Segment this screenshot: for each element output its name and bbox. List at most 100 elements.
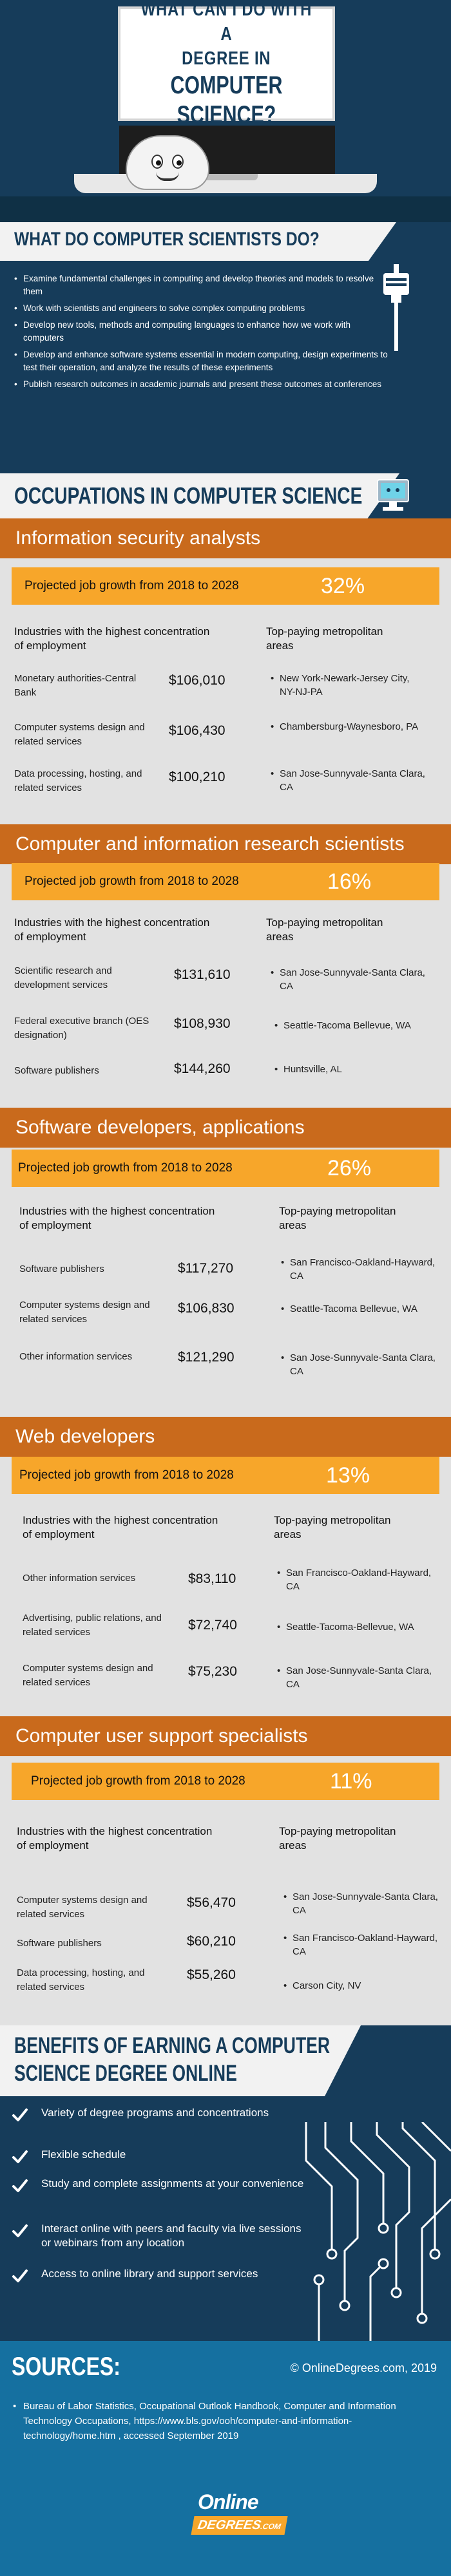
salary-cell: $56,470: [187, 1895, 236, 1910]
metro-header: Top-paying metropolitan areas: [274, 1514, 391, 1540]
metro-cell: Seattle-Tacoma Bellevue, WA: [281, 1302, 438, 1316]
mascot-smile: [156, 172, 179, 181]
logo-top-text: Online: [198, 2490, 259, 2514]
industry-cell: Scientific research and development serv…: [14, 965, 112, 990]
industry-cell: Other information services: [23, 1573, 136, 1584]
mouse-mascot-icon: [126, 135, 209, 190]
metro-cell: Huntsville, AL: [274, 1063, 432, 1076]
industry-cell: Computer systems design and related serv…: [23, 1663, 153, 1688]
list-item: Examine fundamental challenges in comput…: [14, 272, 388, 298]
checkmark-icon: [12, 2269, 28, 2282]
copyright-text: © OnlineDegrees.com, 2019: [290, 2362, 437, 2374]
metro-cell: Seattle-Tacoma-Bellevue, WA: [277, 1620, 441, 1634]
what-do-list: Examine fundamental challenges in comput…: [14, 272, 388, 395]
growth-percent: 32%: [321, 573, 365, 598]
salary-cell: $108,930: [174, 1016, 231, 1031]
occupation-title: Information security analysts: [0, 518, 451, 558]
industry-cell: Computer systems design and related serv…: [19, 1300, 150, 1325]
occupation-title: Web developers: [0, 1417, 451, 1457]
metro-cell: Chambersburg-Waynesboro, PA: [271, 720, 428, 734]
checkmark-icon: [12, 2179, 28, 2192]
benefit-text: Study and complete assignments at your c…: [41, 2177, 304, 2190]
metro-header: Top-paying metropolitan areas: [279, 1205, 396, 1231]
growth-bar: Projected job growth from 2018 to 2028 2…: [12, 1150, 439, 1187]
sources-section: SOURCES: © OnlineDegrees.com, 2019 Burea…: [0, 2341, 451, 2576]
benefits-section: BENEFITS OF EARNING A COMPUTER SCIENCE D…: [0, 2025, 451, 2341]
salary-cell: $75,230: [188, 1664, 237, 1679]
logo-bottom-text: DEGREES: [197, 2518, 262, 2532]
benefits-heading-line1: BENEFITS OF EARNING A COMPUTER: [14, 2033, 331, 2058]
benefits-band: BENEFITS OF EARNING A COMPUTER SCIENCE D…: [0, 2025, 361, 2096]
hero-bottom-strip: [0, 196, 451, 222]
what-do-section: WHAT DO COMPUTER SCIENTISTS DO? Examine …: [0, 222, 451, 473]
industry-cell: Other information services: [19, 1351, 133, 1362]
growth-bar: Projected job growth from 2018 to 2028 1…: [12, 1763, 439, 1800]
salary-cell: $60,210: [187, 1934, 236, 1949]
what-do-band: WHAT DO COMPUTER SCIENTISTS DO?: [0, 222, 396, 261]
source-citation[interactable]: Bureau of Labor Statistics, Occupational…: [13, 2399, 432, 2443]
salary-cell: $131,610: [174, 967, 231, 982]
metro-cell: San Jose-Sunnyvale-Santa Clara, CA: [271, 767, 428, 794]
metro-cell: San Francisco-Oakland-Hayward, CA: [277, 1566, 434, 1593]
occupation-section-security: Information security analysts Projected …: [0, 518, 451, 795]
onlinedegrees-logo[interactable]: Online DEGREES.COM: [190, 2484, 288, 2548]
occupation-section-software: Software developers, applications Projec…: [0, 1108, 451, 1404]
laptop-lip: [193, 174, 258, 180]
industry-cell: Software publishers: [17, 1938, 102, 1949]
metro-cell: San Jose-Sunnyvale-Santa Clara, CA: [277, 1664, 434, 1691]
industry-cell: Federal executive branch (OES designatio…: [14, 1016, 149, 1041]
industries-header: Industries with the highest concentratio…: [23, 1514, 218, 1540]
growth-label: Projected job growth from 2018 to 2028: [18, 1161, 233, 1175]
occupation-title: Computer user support specialists: [0, 1716, 451, 1756]
hero-section: WHAT CAN I DO WITH A DEGREE IN COMPUTER …: [0, 0, 451, 222]
growth-label: Projected job growth from 2018 to 2028: [31, 1774, 245, 1788]
metro-cell: Seattle-Tacoma Bellevue, WA: [274, 1019, 438, 1032]
industries-header: Industries with the highest concentratio…: [19, 1205, 215, 1231]
salary-cell: $55,260: [187, 1967, 236, 1982]
benefits-heading-line2: SCIENCE DEGREE ONLINE: [14, 2061, 237, 2086]
sources-heading: SOURCES:: [12, 2353, 120, 2381]
checkmark-icon: [12, 2224, 28, 2237]
metro-cell: San Jose-Sunnyvale-Santa Clara, CA: [283, 1890, 441, 1917]
growth-percent: 16%: [327, 869, 372, 894]
benefit-text: Access to online library and support ser…: [41, 2268, 258, 2280]
salary-cell: $83,110: [188, 1571, 236, 1586]
industries-header: Industries with the highest concentratio…: [17, 1825, 213, 1852]
computer-icon: [377, 479, 409, 511]
metro-cell: San Jose-Sunnyvale-Santa Clara, CA: [271, 966, 428, 993]
metro-header: Top-paying metropolitan areas: [279, 1825, 396, 1852]
metro-header: Top-paying metropolitan areas: [266, 916, 383, 943]
occupation-title: Computer and information research scient…: [0, 824, 451, 864]
mascot-eye-left: [151, 155, 163, 169]
metro-header: Top-paying metropolitan areas: [266, 625, 383, 652]
occupation-section-support: Computer user support specialists Projec…: [0, 1716, 451, 2019]
metro-cell: Carson City, NV: [283, 1979, 441, 1993]
occupations-heading: OCCUPATIONS IN COMPUTER SCIENCE: [14, 482, 363, 509]
checkmark-icon: [12, 2108, 28, 2121]
salary-cell: $106,010: [169, 673, 225, 688]
salary-cell: $144,260: [174, 1061, 231, 1076]
industry-cell: Computer systems design and related serv…: [14, 722, 145, 747]
growth-bar: Projected job growth from 2018 to 2028 1…: [12, 863, 439, 900]
occupation-section-web: Web developers Projected job growth from…: [0, 1417, 451, 1707]
industry-cell: Monetary authorities-Central Bank: [14, 673, 137, 698]
salary-cell: $106,830: [178, 1301, 235, 1316]
occupations-band: OCCUPATIONS IN COMPUTER SCIENCE: [0, 473, 399, 518]
circuit-board-icon: [305, 2122, 451, 2341]
industry-cell: Data processing, hosting, and related se…: [14, 768, 142, 793]
hero-title-line1: WHAT CAN I DO WITH A: [140, 0, 312, 44]
metro-cell: San Francisco-Oakland-Hayward, CA: [283, 1931, 441, 1958]
salary-cell: $100,210: [169, 770, 225, 784]
mascot-eye-right: [172, 155, 184, 169]
salary-cell: $121,290: [178, 1350, 235, 1365]
checkmark-icon: [12, 2150, 28, 2163]
logo-suffix-text: .COM: [260, 2522, 282, 2531]
plug-icon: [383, 264, 409, 303]
occupations-header: OCCUPATIONS IN COMPUTER SCIENCE: [0, 473, 451, 518]
plug-cord: [394, 303, 398, 351]
metro-cell: San Jose-Sunnyvale-Santa Clara, CA: [281, 1351, 438, 1378]
growth-label: Projected job growth from 2018 to 2028: [24, 579, 239, 592]
growth-label: Projected job growth from 2018 to 2028: [24, 875, 239, 888]
hero-title-box: WHAT CAN I DO WITH A DEGREE IN COMPUTER …: [118, 0, 335, 129]
logo-bottom-badge: DEGREES.COM: [191, 2516, 288, 2535]
